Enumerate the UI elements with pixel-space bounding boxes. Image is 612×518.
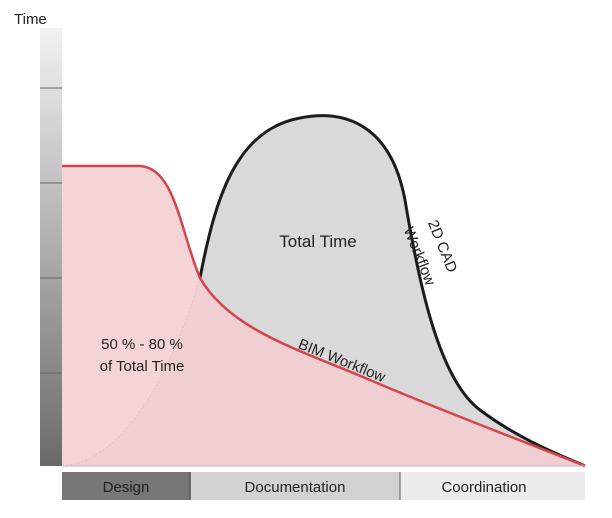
bim-share-label-line2: of Total Time [100,358,185,375]
phase-coordination-segment [400,472,585,500]
cad-workflow-curve [198,114,586,468]
phase-label-coordination: Coordination [441,479,526,496]
bim-share-label-line1: 50 % - 80 % [101,336,183,353]
phase-documentation-segment [190,472,400,500]
y-axis-label: Time [14,11,47,28]
bim-workflow-curve [62,164,586,468]
phase-label-documentation: Documentation [245,479,346,496]
phase-label-design: Design [103,479,150,496]
y-axis-gradient-bar [40,28,62,466]
bim-workflow-area [62,166,585,466]
phase-design-segment [62,472,190,500]
total-time-label: Total Time [279,232,356,251]
